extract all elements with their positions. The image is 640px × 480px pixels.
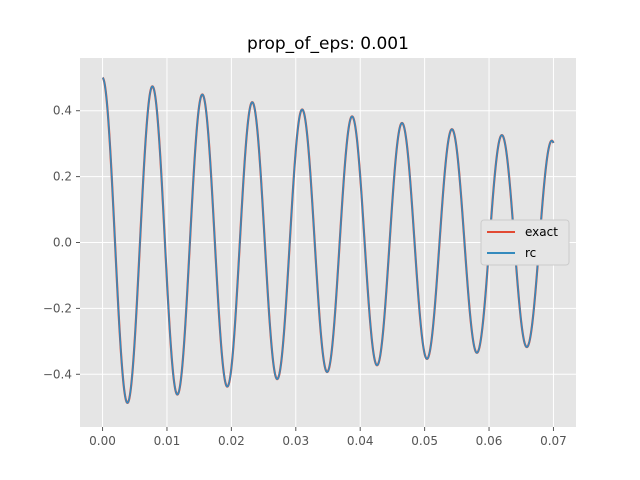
x-tick-label: 0.01: [154, 434, 181, 448]
legend-label-exact: exact: [525, 225, 558, 239]
series-line-rc: [102, 77, 555, 404]
legend-label-rc: rc: [525, 246, 536, 260]
x-tick-label: 0.02: [218, 434, 245, 448]
y-tick-label: −0.2: [43, 301, 72, 315]
x-tick-label: 0.07: [540, 434, 567, 448]
legend: exact rc: [480, 219, 570, 266]
y-tick-label: 0.4: [53, 104, 72, 118]
y-tick-label: −0.4: [43, 367, 72, 381]
y-tick-label: 0.2: [53, 170, 72, 184]
x-tick-label: 0.00: [89, 434, 116, 448]
chart-title: prop_of_eps: 0.001: [247, 34, 409, 54]
y-axis: −0.4 −0.2 0.0 0.2 0.4: [43, 104, 80, 381]
y-tick-label: 0.0: [53, 236, 72, 250]
x-tick-label: 0.04: [347, 434, 374, 448]
series-layer: [101, 76, 555, 404]
x-tick-label: 0.03: [282, 434, 309, 448]
x-axis: 0.00 0.01 0.02 0.03 0.04 0.05 0.06 0.07: [89, 427, 567, 448]
x-tick-label: 0.06: [476, 434, 503, 448]
x-tick-label: 0.05: [411, 434, 438, 448]
